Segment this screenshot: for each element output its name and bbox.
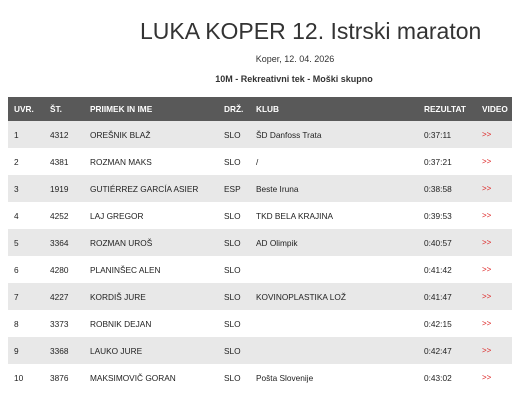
cell-name: LAUKO JURE	[90, 345, 143, 356]
cell-club: KOVINOPLASTIKA LOŽ	[256, 291, 346, 302]
cell-club: Beste Iruna	[256, 183, 299, 194]
cell-time: 0:42:15	[424, 318, 452, 329]
cell-rank: 5	[14, 237, 19, 248]
cell-country: SLO	[224, 264, 241, 275]
video-link[interactable]: >>	[482, 346, 492, 355]
table-row: 6 4280 PLANINŠEC ALEN SLO 0:41:42 >>	[8, 256, 512, 283]
cell-bib: 3368	[50, 345, 69, 356]
cell-club: /	[256, 156, 259, 167]
cell-bib: 4280	[50, 264, 69, 275]
cell-club	[250, 256, 418, 283]
cell-rank: 7	[14, 291, 19, 302]
cell-club: AD Olimpik	[256, 237, 298, 248]
cell-bib: 4252	[50, 210, 69, 221]
cell-rank: 9	[14, 345, 19, 356]
table-row: 4 4252 LAJ GREGOR SLO TKD BELA KRAJINA 0:39:5…	[8, 202, 512, 229]
cell-bib: 4312	[50, 129, 69, 140]
video-link[interactable]: >>	[482, 211, 492, 220]
cell-name: LAJ GREGOR	[90, 210, 144, 221]
video-link[interactable]: >>	[482, 265, 492, 274]
cell-country: SLO	[224, 237, 241, 248]
cell-name: KORDIŠ JURE	[90, 291, 146, 302]
header-name[interactable]: PRIIMEK IN IME	[90, 104, 153, 114]
cell-rank: 1	[14, 129, 19, 140]
cell-club	[250, 310, 418, 337]
cell-name: ROBNIK DEJAN	[90, 318, 152, 329]
cell-country: ESP	[224, 183, 241, 194]
header-bib[interactable]: ŠT.	[50, 104, 62, 114]
cell-country: SLO	[224, 291, 241, 302]
video-link[interactable]: >>	[482, 184, 492, 193]
cell-bib: 3876	[50, 372, 69, 383]
cell-country: SLO	[224, 318, 241, 329]
cell-country: SLO	[224, 129, 241, 140]
page-title: LUKA KOPER 12. Istrski maraton	[140, 18, 482, 44]
cell-time: 0:38:58	[424, 183, 452, 194]
cell-country: SLO	[224, 372, 241, 383]
cell-time: 0:37:11	[424, 129, 452, 140]
cell-time: 0:42:47	[424, 345, 452, 356]
cell-country: SLO	[224, 345, 241, 356]
cell-time: 0:41:42	[424, 264, 452, 275]
cell-country: SLO	[224, 210, 241, 221]
cell-country: SLO	[224, 156, 241, 167]
cell-bib: 1919	[50, 183, 69, 194]
cell-name: PLANINŠEC ALEN	[90, 264, 161, 275]
cell-club: ŠD Danfoss Trata	[256, 129, 322, 140]
cell-bib: 3364	[50, 237, 69, 248]
cell-name: MAKSIMOVIČ GORAN	[90, 372, 176, 383]
results-header-row: UVR. ŠT. PRIIMEK IN IME DRŽ. KLUB REZULT…	[8, 97, 512, 121]
results-table: UVR. ŠT. PRIIMEK IN IME DRŽ. KLUB REZULT…	[8, 97, 512, 391]
table-row: 9 3368 LAUKO JURE SLO 0:42:47 >>	[8, 337, 512, 364]
cell-time: 0:37:21	[424, 156, 452, 167]
table-row: 8 3373 ROBNIK DEJAN SLO 0:42:15 >>	[8, 310, 512, 337]
table-row: 7 4227 KORDIŠ JURE SLO KOVINOPLASTIKA LOŽ 0:4…	[8, 283, 512, 310]
event-location-date: Koper, 12. 04. 2026	[255, 54, 335, 64]
cell-name: GUTIÉRREZ GARCÍA ASIER	[90, 183, 199, 194]
header-video: VIDEO	[482, 104, 508, 114]
table-row: 5 3364 ROZMAN UROŠ SLO AD Olimpik 0:40:57 >>	[8, 229, 512, 256]
table-row: 1 4312 OREŠNIK BLAŽ SLO ŠD Danfoss Trata 0:37…	[8, 121, 512, 148]
video-link[interactable]: >>	[482, 130, 492, 139]
cell-name: ROZMAN UROŠ	[90, 237, 153, 248]
cell-bib: 4227	[50, 291, 69, 302]
cell-bib: 4381	[50, 156, 69, 167]
cell-bib: 3373	[50, 318, 69, 329]
cell-rank: 6	[14, 264, 19, 275]
header-club[interactable]: KLUB	[256, 104, 280, 114]
cell-rank: 8	[14, 318, 19, 329]
cell-time: 0:43:02	[424, 372, 452, 383]
header-country[interactable]: DRŽ.	[224, 104, 244, 114]
video-link[interactable]: >>	[482, 292, 492, 301]
cell-time: 0:40:57	[424, 237, 452, 248]
cell-time: 0:39:53	[424, 210, 452, 221]
video-link[interactable]: >>	[482, 373, 492, 382]
cell-rank: 4	[14, 210, 19, 221]
cell-club	[250, 337, 418, 364]
video-link[interactable]: >>	[482, 319, 492, 328]
cell-time: 0:41:47	[424, 291, 452, 302]
header-rank[interactable]: UVR.	[14, 104, 34, 114]
table-row: 10 3876 MAKSIMOVIČ GORAN SLO Pošta Slovenije…	[8, 364, 512, 391]
table-row: 2 4381 ROZMAN MAKS SLO / 0:37:21 >>	[8, 148, 512, 175]
cell-rank: 3	[14, 183, 19, 194]
table-row: 3 1919 GUTIÉRREZ GARCÍA ASIER ESP Beste Irun…	[8, 175, 512, 202]
results-body: 1 4312 OREŠNIK BLAŽ SLO ŠD Danfoss Trata 0:37…	[8, 121, 512, 391]
video-link[interactable]: >>	[482, 238, 492, 247]
cell-name: OREŠNIK BLAŽ	[90, 129, 151, 140]
header-time[interactable]: REZULTAT	[424, 104, 466, 114]
video-link[interactable]: >>	[482, 157, 492, 166]
cell-club: TKD BELA KRAJINA	[256, 210, 334, 221]
cell-name: ROZMAN MAKS	[90, 156, 152, 167]
cell-rank: 10	[14, 372, 24, 383]
cell-rank: 2	[14, 156, 19, 167]
cell-club: Pošta Slovenije	[256, 372, 314, 383]
event-category: 10M - Rekreativni tek - Moški skupno	[215, 74, 373, 84]
